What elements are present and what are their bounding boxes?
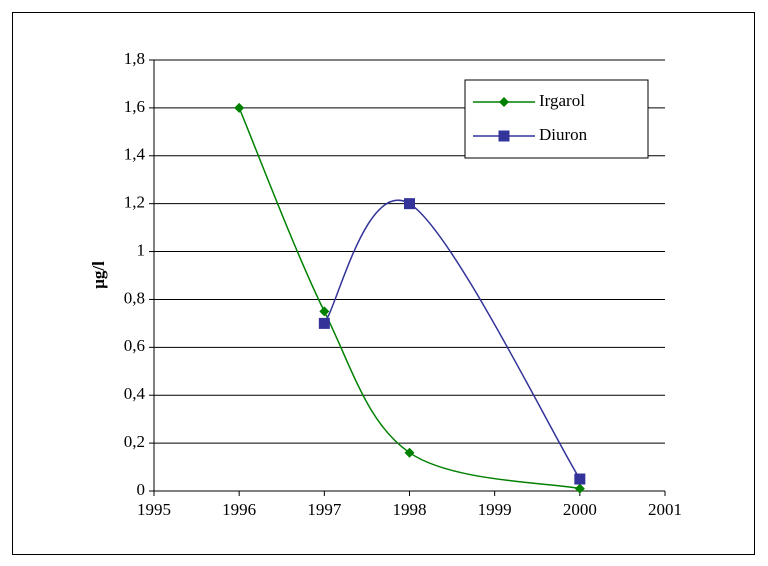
- data-point: [404, 447, 415, 458]
- legend-marker: [499, 97, 509, 107]
- data-point: [318, 317, 330, 329]
- data-point: [234, 102, 245, 113]
- y-tick-label: 0: [137, 480, 146, 499]
- y-axis-label: µg/l: [89, 261, 108, 289]
- y-tick-label: 1,8: [124, 49, 145, 68]
- y-tick-label: 0,8: [124, 288, 145, 307]
- y-tick-label: 1,4: [124, 145, 146, 164]
- y-tick-label: 1,2: [124, 193, 145, 212]
- x-tick-label: 1998: [393, 500, 427, 519]
- x-tick-label: 2000: [563, 500, 597, 519]
- y-tick-label: 1,6: [124, 97, 145, 116]
- series-line: [323, 199, 581, 480]
- y-tick-label: 0,2: [124, 432, 145, 451]
- data-point: [404, 198, 415, 210]
- y-tick-label: 1: [137, 240, 146, 259]
- legend-box: [464, 79, 649, 159]
- x-tick-label: 1999: [478, 500, 512, 519]
- x-tick-label: 1996: [222, 500, 256, 519]
- series-line: [238, 107, 580, 490]
- x-tick-label: 1997: [307, 500, 342, 519]
- y-tick-label: 0,4: [124, 384, 146, 403]
- legend-label: Diuron: [539, 125, 588, 144]
- data-point: [574, 473, 586, 485]
- x-tick-label: 1995: [137, 500, 171, 519]
- x-tick-label: 2001: [648, 500, 682, 519]
- legend-marker: [498, 130, 510, 142]
- y-tick-label: 0,6: [124, 336, 145, 355]
- data-point: [319, 306, 330, 317]
- legend-label: Irgarol: [539, 91, 585, 110]
- data-point: [574, 483, 585, 494]
